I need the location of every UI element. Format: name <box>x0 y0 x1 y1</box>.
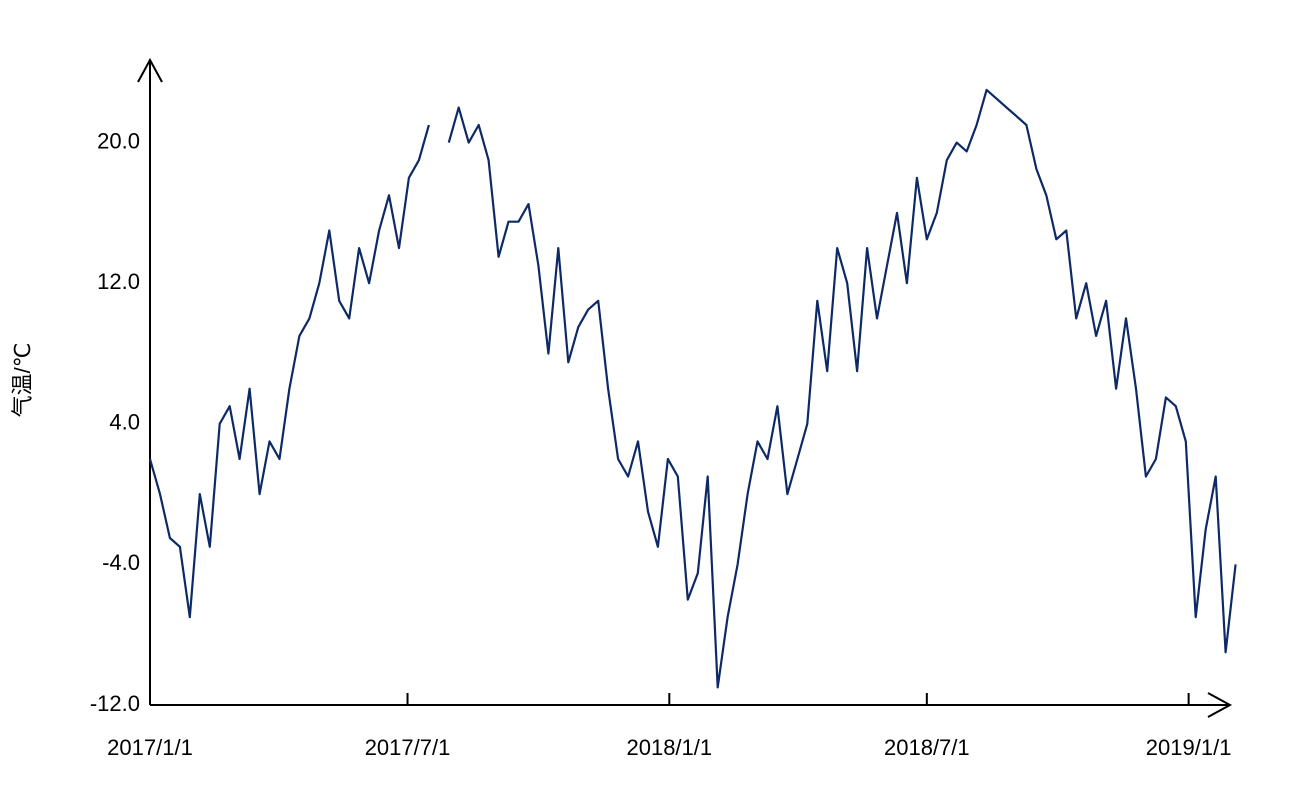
y-axis <box>137 57 163 705</box>
x-tick-label: 2018/1/1 <box>626 735 712 760</box>
x-tick-label: 2017/7/1 <box>365 735 451 760</box>
x-tick-label: 2019/1/1 <box>1146 735 1232 760</box>
y-tick-label: 20.0 <box>97 128 140 153</box>
temperature-line <box>148 88 1237 689</box>
x-tick-label: 2017/1/1 <box>107 735 193 760</box>
y-tick-label: 4.0 <box>109 410 140 435</box>
y-tick-label: -12.0 <box>90 691 140 716</box>
y-tick-label: -4.0 <box>102 550 140 575</box>
y-axis-label: 气温/℃ <box>10 343 35 418</box>
x-axis <box>150 692 1233 718</box>
x-tick-label: 2018/7/1 <box>884 735 970 760</box>
y-tick-label: 12.0 <box>97 269 140 294</box>
